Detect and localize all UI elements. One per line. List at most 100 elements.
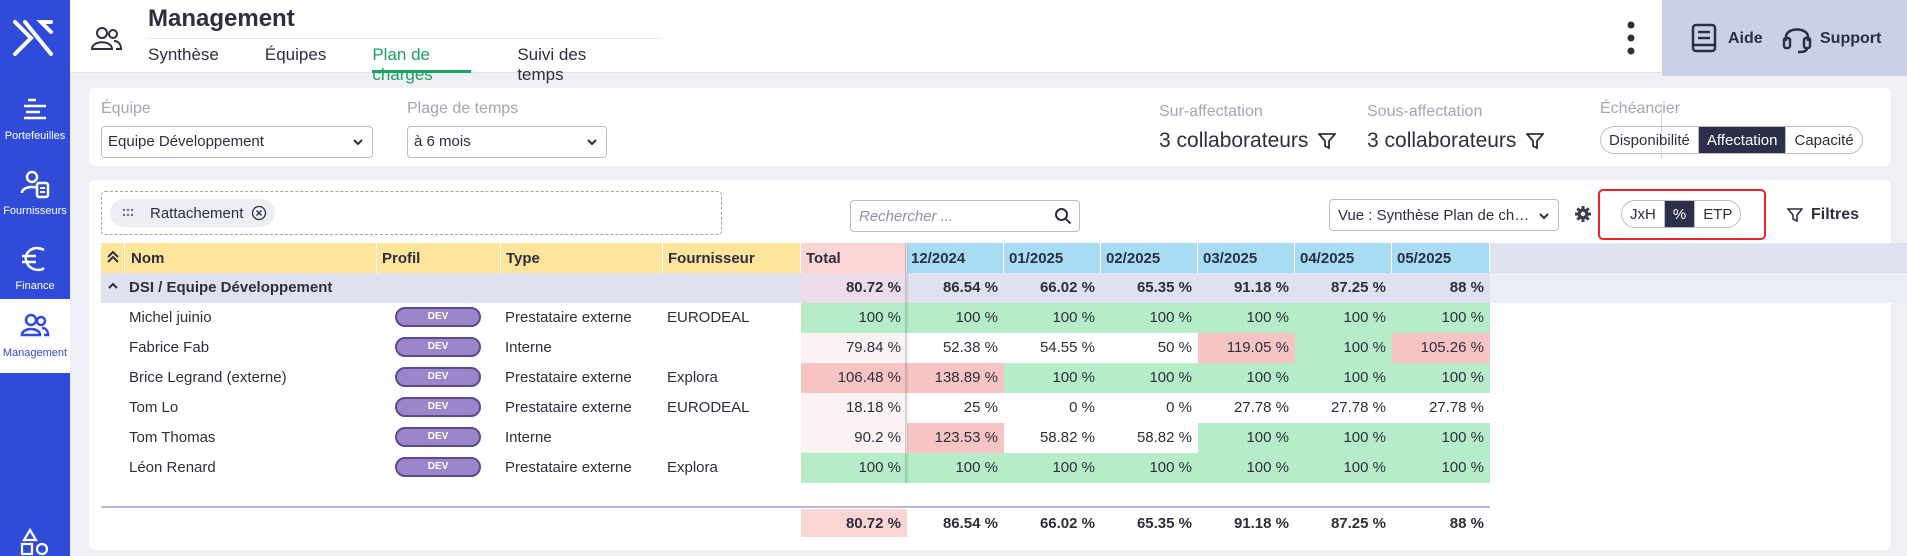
profile-badge: DEV [395, 427, 481, 447]
column-header-fournisseur[interactable]: Fournisseur [663, 243, 801, 273]
month-cell[interactable]: 0 % [1166, 399, 1192, 416]
sidebar-item-portefeuilles[interactable]: Portefeuilles [0, 82, 70, 156]
month-cell[interactable]: 100 % [1295, 303, 1392, 333]
app-logo-icon[interactable] [11, 18, 55, 58]
month-cell[interactable]: 123.53 % [907, 423, 1004, 453]
resource-supplier: Explora [667, 369, 718, 386]
help-button[interactable]: Aide [1690, 22, 1763, 56]
table-row[interactable]: Tom Lo DEV Prestataire externe EURODEAL … [101, 393, 1490, 423]
filters-button[interactable]: Filtres [1787, 206, 1859, 224]
grouping-chip[interactable]: Rattachement [110, 199, 276, 227]
month-cell[interactable]: 58.82 % [1039, 429, 1095, 446]
month-cell[interactable]: 58.82 % [1136, 429, 1192, 446]
unit-option-percent[interactable]: % [1664, 201, 1696, 227]
month-cell[interactable]: 100 % [907, 453, 1004, 483]
month-cell[interactable]: 100 % [1101, 303, 1198, 333]
column-header-total[interactable]: Total [801, 243, 907, 273]
month-cell[interactable]: 100 % [1101, 453, 1198, 483]
sidebar-item-label: Fournisseurs [3, 205, 67, 217]
month-cell[interactable]: 50 % [1157, 339, 1192, 356]
column-header-month[interactable]: 03/2025 [1198, 243, 1295, 273]
close-circle-icon[interactable] [251, 205, 267, 221]
column-header-month[interactable]: 12/2024 [907, 243, 1004, 273]
month-cell[interactable]: 54.55 % [1039, 339, 1095, 356]
month-cell[interactable]: 100 % [1198, 453, 1295, 483]
range-select[interactable]: à 6 mois [407, 126, 607, 158]
over-allocation-filter[interactable]: 3 collaborateurs [1159, 129, 1337, 153]
more-options-icon[interactable] [1626, 20, 1636, 56]
unit-option-etp[interactable]: ETP [1703, 206, 1733, 223]
month-cell[interactable]: 100 % [1198, 363, 1295, 393]
resource-type: Prestataire externe [505, 459, 632, 476]
schedule-option-disponibilite[interactable]: Disponibilité [1601, 127, 1699, 153]
month-cell[interactable]: 119.05 % [1198, 333, 1295, 363]
total-cell: 106.48 % [801, 363, 907, 393]
month-cell[interactable]: 100 % [1198, 423, 1295, 453]
month-cell[interactable]: 52.38 % [942, 339, 998, 356]
shapes-icon[interactable] [20, 528, 50, 556]
view-select[interactable]: Vue : Synthèse Plan de charges [1329, 199, 1559, 231]
collapse-all-icon[interactable] [101, 243, 125, 273]
grouping-drop-zone[interactable]: Rattachement [101, 191, 722, 235]
group-label: DSI / Equipe Développement [129, 279, 333, 296]
month-cell[interactable]: 100 % [1295, 453, 1392, 483]
tab-plan-de-charges[interactable]: Plan de charges [372, 39, 472, 84]
sidebar-item-management[interactable]: Management [0, 299, 70, 373]
month-cell[interactable]: 100 % [1295, 423, 1392, 453]
month-cell[interactable]: 100 % [1295, 333, 1392, 363]
month-cell[interactable]: 100 % [907, 303, 1004, 333]
month-cell[interactable]: 100 % [1004, 363, 1101, 393]
search-input[interactable]: Rechercher ... [850, 200, 1080, 232]
gear-icon[interactable] [1574, 205, 1592, 223]
month-cell[interactable]: 138.89 % [907, 363, 1004, 393]
help-label: Aide [1728, 30, 1763, 47]
tab-suivi-des-temps[interactable]: Suivi des temps [517, 45, 587, 84]
month-cell[interactable]: 100 % [1295, 363, 1392, 393]
table-row[interactable]: Brice Legrand (externe) DEV Prestataire … [101, 363, 1490, 393]
filters-label: Filtres [1811, 206, 1860, 223]
month-cell[interactable]: 100 % [1392, 303, 1490, 333]
month-cell[interactable]: 105.26 % [1392, 333, 1490, 363]
month-cell[interactable]: 25 % [963, 399, 998, 416]
column-header-month[interactable]: 01/2025 [1004, 243, 1101, 273]
under-allocation-filter[interactable]: 3 collaborateurs [1367, 129, 1545, 153]
drag-handle-icon[interactable] [122, 208, 136, 218]
column-header-month[interactable]: 04/2025 [1295, 243, 1392, 273]
tab-synthese[interactable]: Synthèse [148, 45, 219, 64]
page-title: Management [148, 5, 295, 32]
sidebar-item-finance[interactable]: Finance [0, 232, 70, 306]
table-row[interactable]: Léon Renard DEV Prestataire externe Expl… [101, 453, 1490, 483]
unit-option-jxh[interactable]: JxH [1622, 201, 1665, 227]
tab-equipes[interactable]: Équipes [264, 45, 327, 64]
month-cell[interactable]: 0 % [1069, 399, 1095, 416]
search-icon[interactable] [1054, 207, 1072, 225]
team-select[interactable]: Equipe Développement [101, 126, 373, 158]
month-cell[interactable]: 27.78 % [1428, 399, 1484, 416]
month-cell[interactable]: 27.78 % [1233, 399, 1289, 416]
month-cell[interactable]: 100 % [1392, 363, 1490, 393]
month-cell[interactable]: 100 % [1004, 453, 1101, 483]
table-row[interactable]: Fabrice Fab DEV Interne 79.84 % 52.38 % … [101, 333, 1490, 363]
column-header-month[interactable]: 05/2025 [1392, 243, 1490, 273]
month-cell[interactable]: 27.78 % [1330, 399, 1386, 416]
total-cell: 79.84 % [801, 333, 907, 363]
column-header-type[interactable]: Type [501, 243, 663, 273]
sidebar-item-fournisseurs[interactable]: Fournisseurs [0, 157, 70, 231]
support-button[interactable]: Support [1782, 22, 1881, 56]
month-cell[interactable]: 100 % [1101, 363, 1198, 393]
chevron-up-icon[interactable] [101, 273, 125, 303]
column-header-profil[interactable]: Profil [377, 243, 501, 273]
schedule-option-affectation[interactable]: Affectation [1698, 127, 1787, 153]
column-header-month[interactable]: 02/2025 [1101, 243, 1198, 273]
column-header-nom[interactable]: Nom [125, 243, 377, 273]
month-cell[interactable]: 100 % [1004, 303, 1101, 333]
month-cell[interactable]: 100 % [1392, 453, 1490, 483]
table-row[interactable]: Michel juinio DEV Prestataire externe EU… [101, 303, 1490, 333]
table-row[interactable]: Tom Thomas DEV Interne 90.2 % 123.53 % 5… [101, 423, 1490, 453]
schedule-option-capacite[interactable]: Capacité [1794, 132, 1854, 149]
month-cell[interactable]: 100 % [1392, 423, 1490, 453]
sidebar-item-label: Finance [15, 280, 55, 292]
resource-type: Prestataire externe [505, 369, 632, 386]
month-cell[interactable]: 100 % [1198, 303, 1295, 333]
group-filler [1490, 273, 1907, 303]
